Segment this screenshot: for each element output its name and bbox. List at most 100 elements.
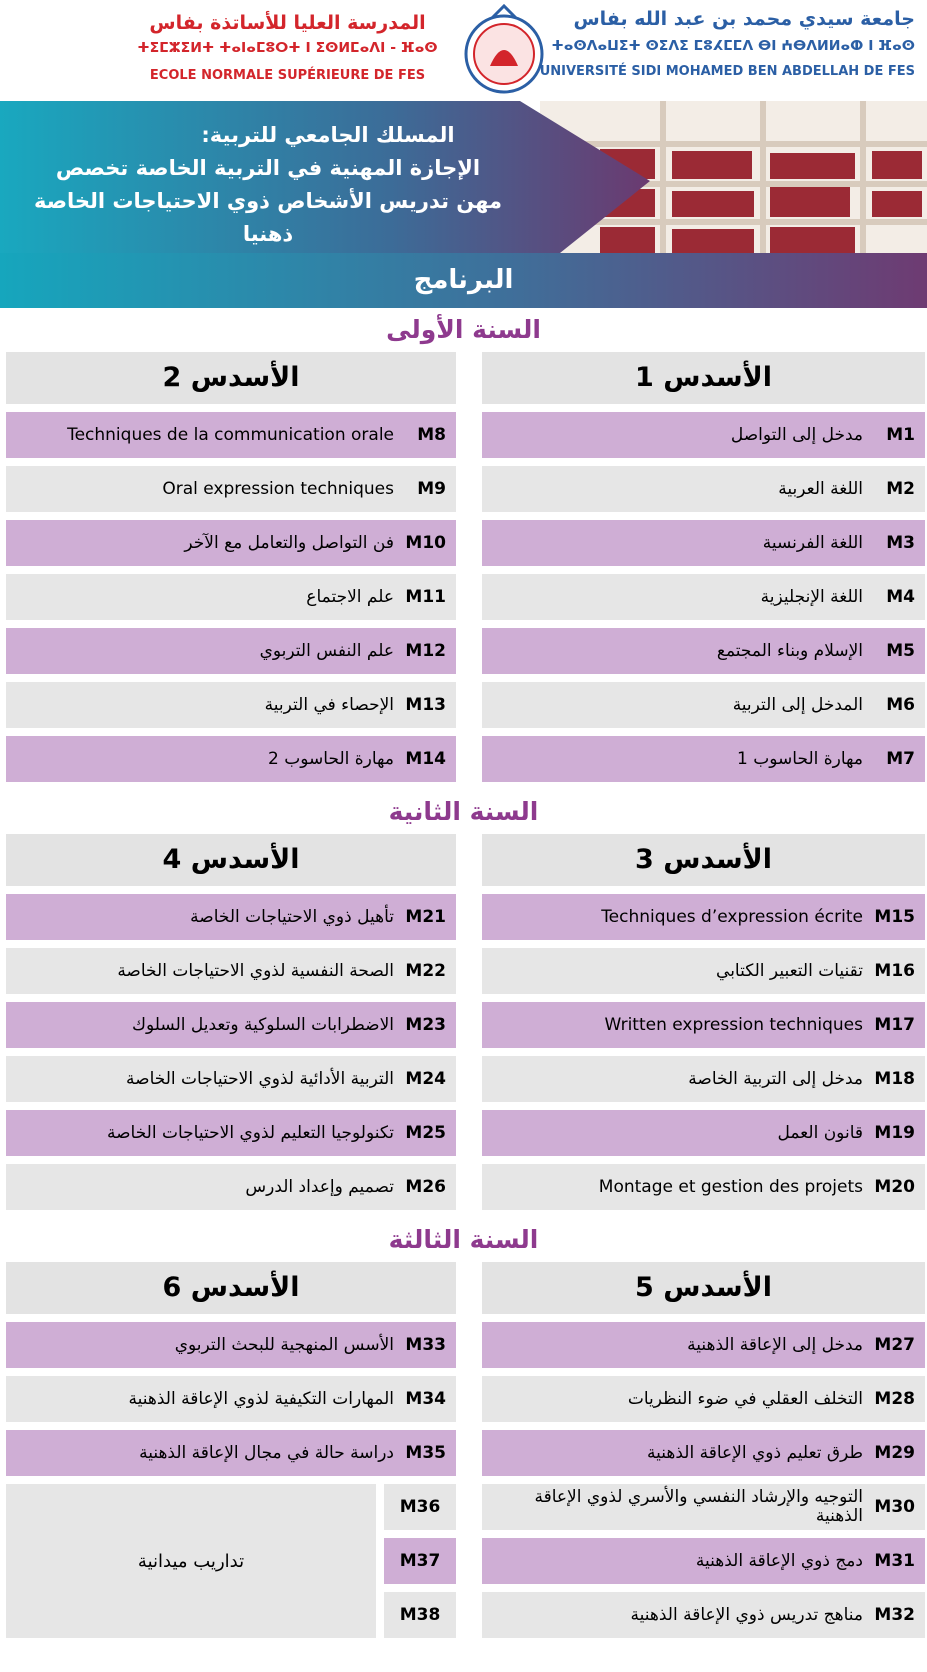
- module-code: M9: [417, 479, 446, 499]
- module-name: تأهيل ذوي الاحتياجات الخاصة: [190, 906, 394, 927]
- module-code: M25: [405, 1123, 446, 1143]
- module-row: M14 مهارة الحاسوب 2: [6, 736, 456, 782]
- module-row: M17 Written expression techniques: [482, 1002, 925, 1048]
- module-name: مدخل إلى التواصل: [730, 424, 863, 445]
- module-code: M33: [405, 1335, 446, 1355]
- module-name: اللغة العربية: [778, 478, 863, 499]
- module-row: M32 مناهج تدريس ذوي الإعاقة الذهنية: [482, 1592, 925, 1638]
- module-code: M22: [405, 961, 446, 981]
- module-row: M33 الأسس المنهجية للبحث التربوي: [6, 1322, 456, 1368]
- module-name: تصميم وإعداد الدرس: [245, 1176, 394, 1197]
- module-row: M19 قانون العمل: [482, 1110, 925, 1156]
- semester-title: الأسدس 5: [482, 1262, 925, 1314]
- banner-line: المسلك الجامعي للتربية:: [201, 123, 455, 147]
- module-name: الاضطرابات السلوكية وتعديل السلوك: [131, 1014, 394, 1035]
- module-row: M35 دراسة حالة في مجال الإعاقة الذهنية: [6, 1430, 456, 1476]
- semester: الأسدس 6 M33 الأسس المنهجية للبحث التربوي M…: [6, 1262, 456, 1646]
- module-row: M5 الإسلام وبناء المجتمع: [482, 628, 925, 674]
- module-code: M26: [405, 1177, 446, 1197]
- module-code: M37: [384, 1538, 456, 1584]
- banner-text: المسلك الجامعي للتربية: الإجازة المهنية …: [8, 119, 528, 251]
- module-code: M18: [874, 1069, 915, 1089]
- module-row: M23 الاضطرابات السلوكية وتعديل السلوك: [6, 1002, 456, 1048]
- school-ar: المدرسة العليا للأساتذة بفاس: [149, 12, 426, 34]
- module-code: M24: [405, 1069, 446, 1089]
- module-code: M29: [874, 1443, 915, 1463]
- internship-name: تداريب ميدانية: [6, 1484, 376, 1638]
- module-code: M13: [405, 695, 446, 715]
- module-code: M5: [886, 641, 915, 661]
- module-name: مدخل إلى الإعاقة الذهنية: [687, 1334, 863, 1355]
- semester-title: الأسدس 2: [6, 352, 456, 404]
- module-name: طرق تعليم ذوي الإعاقة الذهنية: [647, 1442, 863, 1463]
- module-row: M11 علم الاجتماع: [6, 574, 456, 620]
- module-code: M32: [874, 1605, 915, 1625]
- module-name: علم الاجتماع: [306, 586, 394, 607]
- module-row: M24 التربية الأدائية لذوي الاحتياجات الخا…: [6, 1056, 456, 1102]
- module-name: المدخل إلى التربية: [732, 694, 863, 715]
- semesters: الأسدس 5 M27 مدخل إلى الإعاقة الذهنية M28 ال…: [0, 1262, 927, 1646]
- module-code: M31: [874, 1551, 915, 1571]
- module-row: M16 تقنيات التعبير الكتابي: [482, 948, 925, 994]
- module-code: M21: [405, 907, 446, 927]
- module-name: التربية الأدائية لذوي الاحتياجات الخاصة: [126, 1068, 394, 1089]
- module-name: الأسس المنهجية للبحث التربوي: [174, 1334, 394, 1355]
- module-name: التوجيه والإرشاد النفسي والأسري لذوي الإ…: [534, 1487, 863, 1526]
- module-code: M35: [405, 1443, 446, 1463]
- module-code: M4: [886, 587, 915, 607]
- module-code: M19: [874, 1123, 915, 1143]
- program-title: البرنامج: [0, 253, 927, 308]
- module-row: M34 المهارات التكيفية لذوي الإعاقة الذهني…: [6, 1376, 456, 1422]
- school-tifinagh: ⵜⵉⵎⵣⵉⵍⵜ ⵜⴰⵏⴰⵎⵓⵔⵜ ⵏ ⵉⵙⵍⵎⴰⴷⵏ - ⴼⴰⵙ: [137, 40, 438, 56]
- module-row: M9 Oral expression techniques: [6, 466, 456, 512]
- module-name: الإحصاء في التربية: [264, 694, 394, 715]
- module-code: M15: [874, 907, 915, 927]
- module-row: M4 اللغة الإنجليزية: [482, 574, 925, 620]
- module-row: M8 Techniques de la communication orale: [6, 412, 456, 458]
- module-code: M20: [874, 1177, 915, 1197]
- module-row: M1 مدخل إلى التواصل: [482, 412, 925, 458]
- module-name: مهارة الحاسوب 1: [737, 748, 863, 769]
- semesters: الأسدس 1 M1 مدخل إلى التواصل M2 اللغة العربي…: [0, 352, 927, 790]
- header: جامعة سيدي محمد بن عبد الله بفاس ⵜⴰⵙⴷⴰⵡⵉ…: [0, 0, 927, 101]
- module-row: M12 علم النفس التربوي: [6, 628, 456, 674]
- module-row: M27 مدخل إلى الإعاقة الذهنية: [482, 1322, 925, 1368]
- module-row: M3 اللغة الفرنسية: [482, 520, 925, 566]
- module-code: M1: [886, 425, 915, 445]
- module-code: M2: [886, 479, 915, 499]
- module-code: M12: [405, 641, 446, 661]
- semester: الأسدس 1 M1 مدخل إلى التواصل M2 اللغة العربي…: [482, 352, 925, 790]
- university-tifinagh: ⵜⴰⵙⴷⴰⵡⵉⵜ ⵙⵉⴷⵉ ⵎⵓⵃⵎⵎⴷ ⴱⵏ ⵄⴱⴷⵍⵍⴰⵀ ⵏ ⴼⴰⵙ: [551, 38, 915, 54]
- logo: [464, 4, 544, 94]
- module-row: M15 Techniques d’expression écrite: [482, 894, 925, 940]
- module-code: M16: [874, 961, 915, 981]
- year-title: السنة الثانية: [388, 797, 539, 826]
- module-name: دمج ذوي الإعاقة الذهنية: [695, 1550, 863, 1571]
- module-row: M13 الإحصاء في التربية: [6, 682, 456, 728]
- module-row: M21 تأهيل ذوي الاحتياجات الخاصة: [6, 894, 456, 940]
- module-name: Written expression techniques: [604, 1014, 863, 1035]
- module-code: M8: [417, 425, 446, 445]
- module-name: Oral expression techniques: [162, 478, 394, 499]
- module-code: M11: [405, 587, 446, 607]
- module-name: دراسة حالة في مجال الإعاقة الذهنية: [139, 1442, 394, 1463]
- module-row: M30 التوجيه والإرشاد النفسي والأسري لذوي …: [482, 1484, 925, 1530]
- semester-title: الأسدس 3: [482, 834, 925, 886]
- module-row: M18 مدخل إلى التربية الخاصة: [482, 1056, 925, 1102]
- module-row: M25 تكنولوجيا التعليم لذوي الاحتياجات الخ…: [6, 1110, 456, 1156]
- university-ar: جامعة سيدي محمد بن عبد الله بفاس: [573, 8, 915, 30]
- internship-codes: M36 M37 M38: [384, 1484, 456, 1638]
- module-row: M7 مهارة الحاسوب 1: [482, 736, 925, 782]
- module-name: مهارة الحاسوب 2: [268, 748, 394, 769]
- module-name: الإسلام وبناء المجتمع: [716, 640, 863, 661]
- module-row: M10 فن التواصل والتعامل مع الآخر: [6, 520, 456, 566]
- module-name: فن التواصل والتعامل مع الآخر: [184, 532, 394, 553]
- semester: الأسدس 5 M27 مدخل إلى الإعاقة الذهنية M28 ال…: [482, 1262, 925, 1646]
- module-name: تقنيات التعبير الكتابي: [716, 960, 863, 981]
- module-name: Techniques de la communication orale: [67, 424, 394, 445]
- year-title: السنة الثالثة: [388, 1225, 539, 1254]
- module-name: اللغة الإنجليزية: [760, 586, 863, 607]
- module-name: تكنولوجيا التعليم لذوي الاحتياجات الخاصة: [106, 1122, 394, 1143]
- module-name: علم النفس التربوي: [259, 640, 394, 661]
